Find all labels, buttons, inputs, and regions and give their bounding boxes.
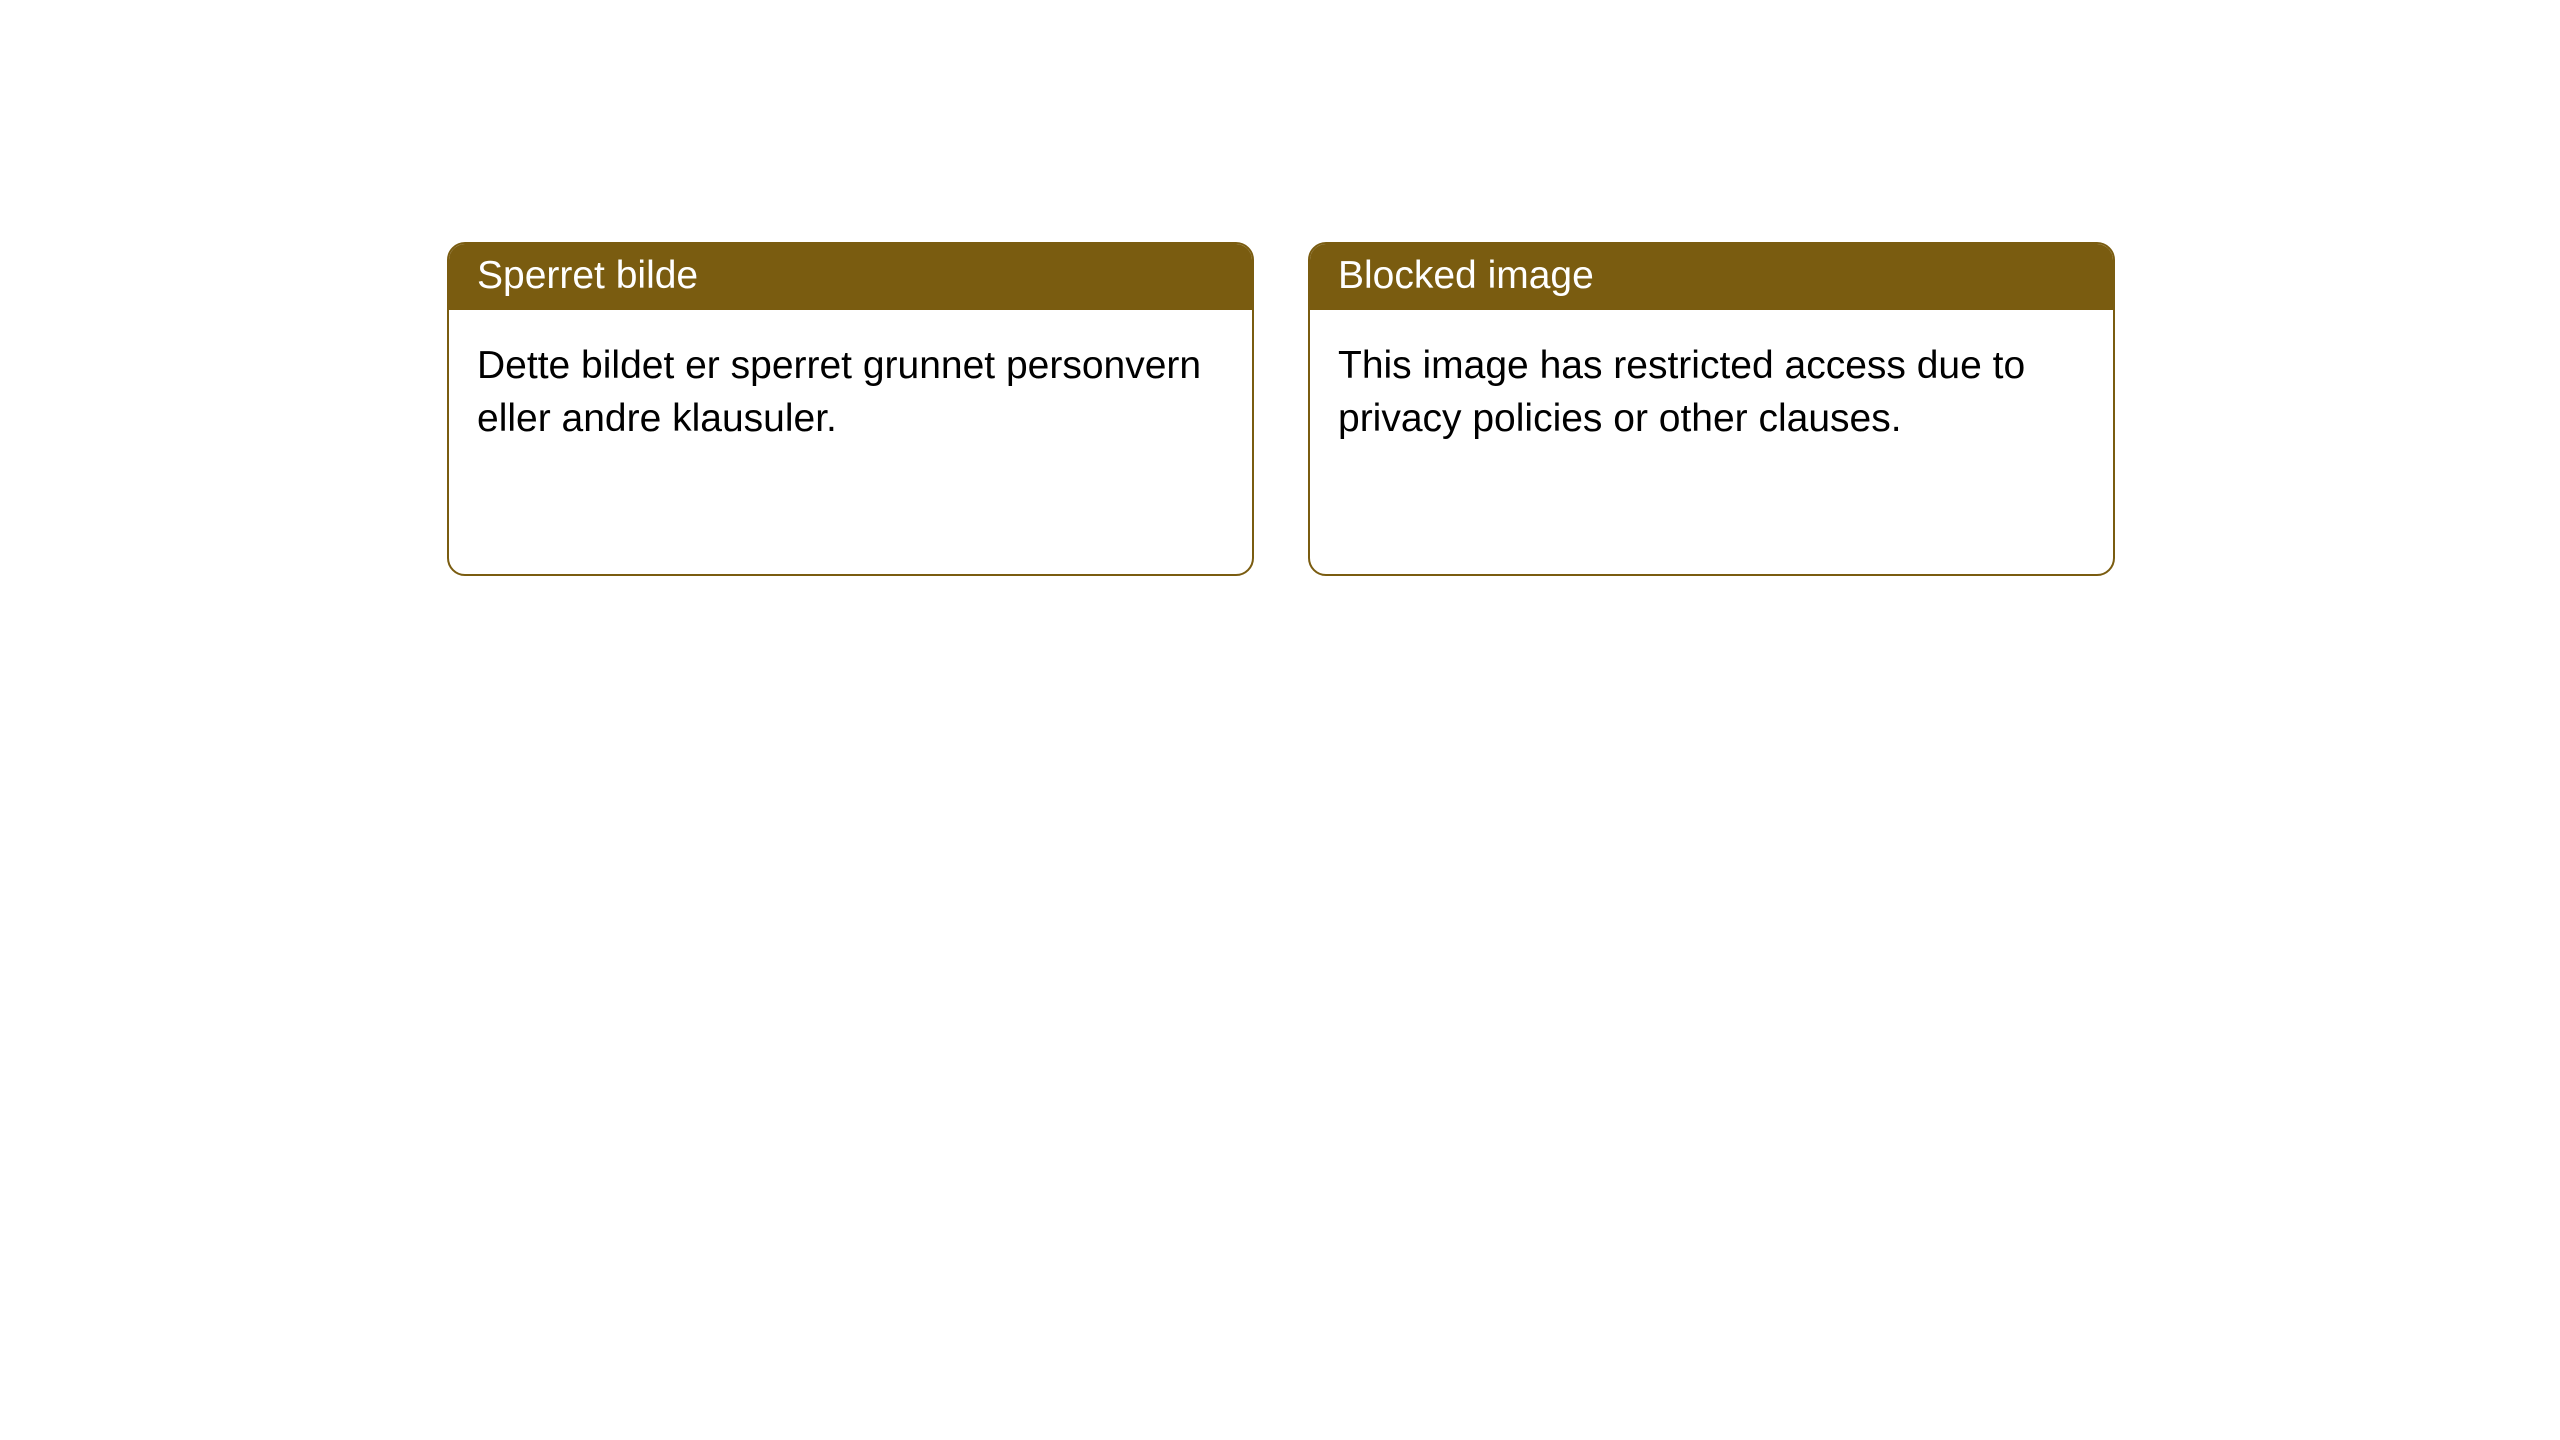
notice-body-english: This image has restricted access due to … (1310, 310, 2113, 475)
notice-body-norwegian: Dette bildet er sperret grunnet personve… (449, 310, 1252, 475)
notice-card-english: Blocked image This image has restricted … (1308, 242, 2115, 576)
notice-container: Sperret bilde Dette bildet er sperret gr… (0, 0, 2560, 576)
notice-card-norwegian: Sperret bilde Dette bildet er sperret gr… (447, 242, 1254, 576)
notice-title-english: Blocked image (1310, 244, 2113, 310)
notice-title-norwegian: Sperret bilde (449, 244, 1252, 310)
